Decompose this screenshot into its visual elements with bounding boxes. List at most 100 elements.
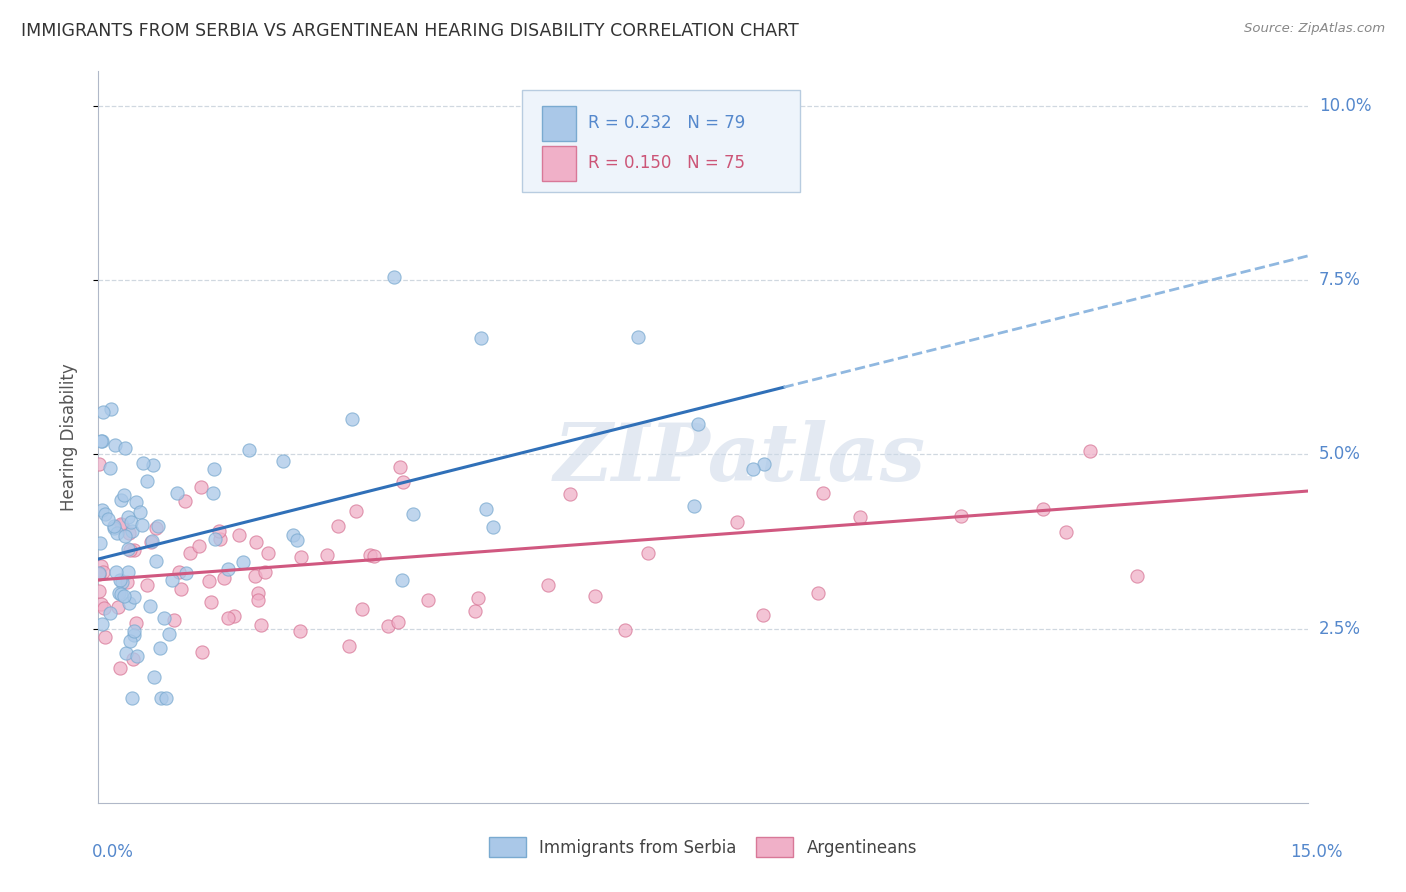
Point (232, 555, 254, 569)
Point (288, 624, 311, 638)
Point (254, 565, 277, 579)
Point (217, 611, 239, 625)
Point (807, 586, 830, 600)
Text: 15.0%: 15.0% (1291, 843, 1343, 861)
Point (173, 493, 195, 508)
Point (125, 648, 148, 663)
Point (382, 270, 405, 285)
Point (344, 504, 367, 518)
Point (187, 540, 209, 554)
Point (392, 475, 415, 490)
Point (136, 474, 159, 488)
Point (118, 596, 141, 610)
Point (121, 524, 143, 538)
Point (537, 578, 560, 592)
Point (117, 565, 139, 579)
Point (97, 512, 120, 526)
Point (389, 459, 412, 474)
Point (114, 442, 136, 456)
Point (122, 590, 145, 604)
Point (583, 589, 606, 603)
Point (148, 518, 170, 533)
Point (222, 609, 245, 624)
Point (108, 586, 131, 600)
Point (328, 518, 350, 533)
Point (115, 575, 138, 590)
Point (103, 519, 125, 533)
FancyBboxPatch shape (543, 146, 576, 181)
Text: ZIPatlas: ZIPatlas (553, 420, 925, 498)
Point (141, 533, 163, 548)
Point (166, 485, 188, 500)
Point (91, 616, 114, 631)
Point (110, 574, 132, 589)
Point (121, 691, 143, 706)
Point (683, 499, 706, 513)
Point (290, 549, 312, 564)
Point (163, 613, 186, 627)
Point (1125, 568, 1147, 582)
Point (124, 624, 146, 639)
Point (89, 583, 111, 598)
Text: R = 0.232   N = 79: R = 0.232 N = 79 (588, 113, 745, 131)
Point (204, 532, 226, 546)
Point (112, 589, 135, 603)
Point (179, 546, 201, 560)
Text: R = 0.150   N = 75: R = 0.150 N = 75 (588, 153, 745, 172)
Point (212, 571, 235, 585)
Point (741, 461, 763, 475)
Point (157, 627, 180, 641)
Point (217, 561, 239, 575)
Point (752, 607, 775, 622)
Point (246, 586, 269, 600)
Point (117, 541, 139, 556)
Point (359, 548, 381, 562)
Point (245, 569, 267, 583)
Point (1032, 501, 1054, 516)
Point (121, 651, 143, 665)
Point (149, 641, 172, 656)
Point (208, 524, 231, 539)
Point (91, 404, 114, 418)
Point (387, 615, 409, 630)
Point (208, 532, 231, 546)
Point (139, 534, 162, 549)
Point (155, 691, 177, 706)
Text: 0.0%: 0.0% (91, 843, 134, 861)
Point (145, 554, 167, 568)
Point (91, 565, 114, 579)
Point (475, 501, 498, 516)
Point (339, 639, 361, 653)
Point (110, 573, 132, 587)
Point (190, 480, 212, 494)
Point (122, 542, 145, 557)
Point (136, 578, 159, 592)
Point (128, 505, 150, 519)
Point (143, 670, 166, 684)
Point (90, 434, 112, 448)
Point (110, 493, 132, 508)
Point (249, 617, 271, 632)
Point (849, 510, 872, 524)
Point (89, 457, 111, 471)
Point (104, 438, 127, 452)
Point (170, 582, 193, 597)
Point (89, 536, 111, 550)
Point (752, 457, 775, 471)
Point (89, 567, 111, 582)
Point (352, 602, 374, 616)
Point (160, 573, 183, 587)
Point (145, 521, 167, 535)
Point (93, 601, 115, 615)
Point (167, 565, 190, 579)
Point (340, 412, 363, 426)
Text: 5.0%: 5.0% (1319, 445, 1361, 464)
Point (613, 623, 636, 637)
Point (190, 644, 212, 658)
Point (105, 526, 128, 541)
Point (122, 628, 145, 642)
Point (118, 525, 141, 540)
Point (90, 598, 112, 612)
Point (949, 508, 972, 523)
Point (637, 546, 659, 560)
